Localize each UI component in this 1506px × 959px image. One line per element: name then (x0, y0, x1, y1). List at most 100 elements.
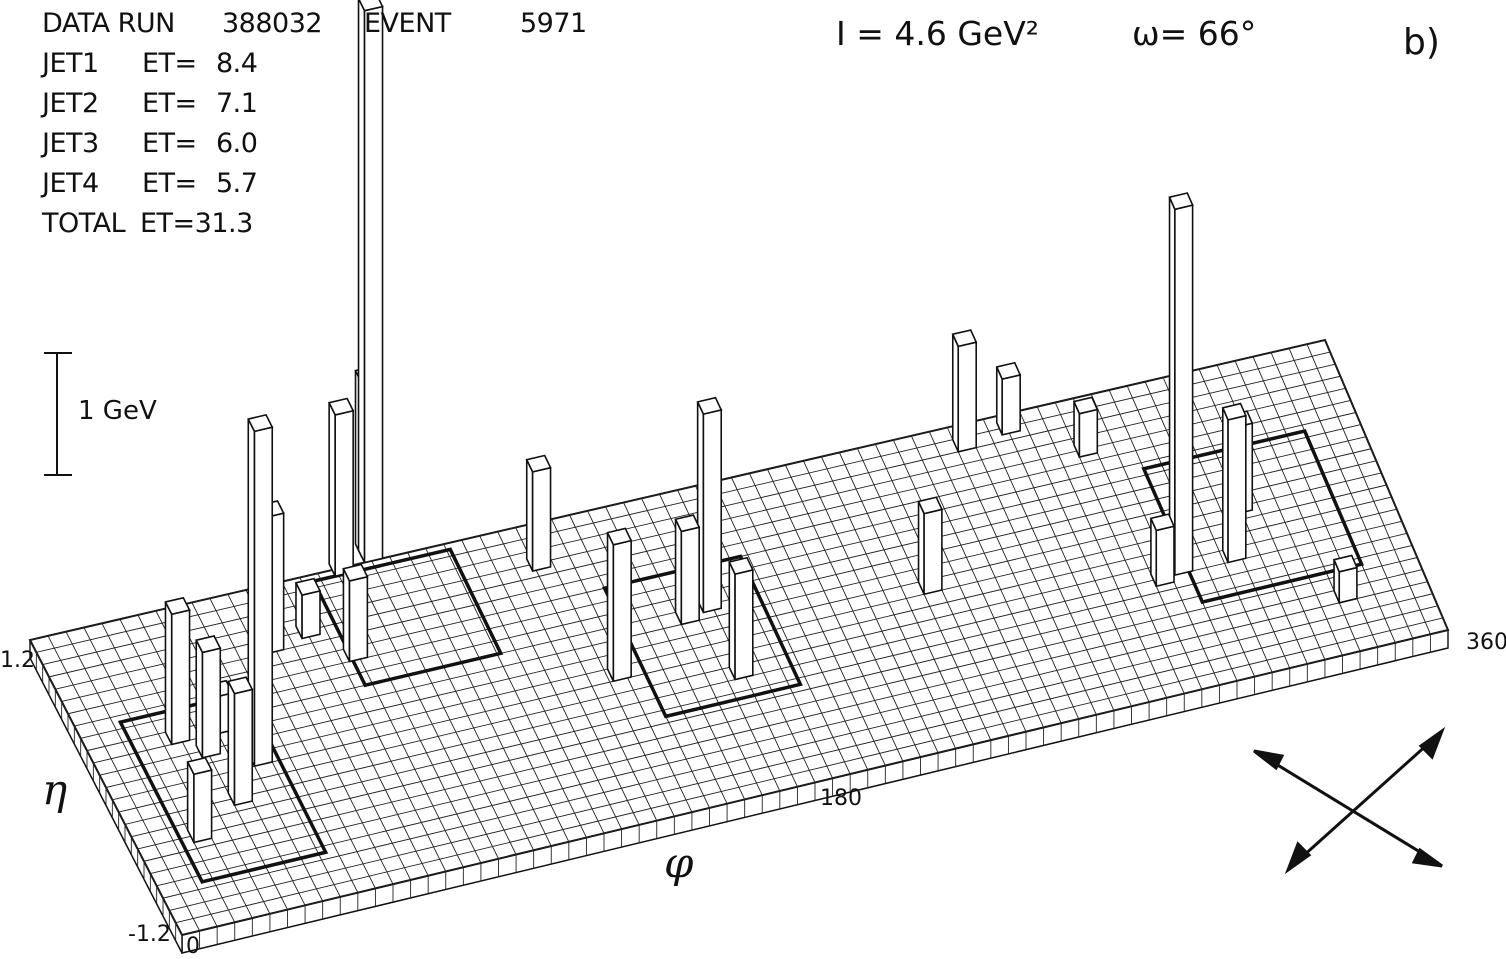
tower-front-face (1338, 566, 1358, 604)
tower-top-face (1072, 396, 1099, 415)
tower-top-face (995, 361, 1022, 380)
scale-bar-cap (44, 474, 72, 476)
tower-top-face (951, 329, 978, 348)
tower-bar (1168, 192, 1194, 577)
omega-label: ω= 66° (1132, 14, 1257, 53)
tower-front-face (334, 409, 354, 578)
tower-bar (951, 329, 978, 453)
tower-front-face (193, 769, 213, 844)
phi-max-label: 360 (1466, 630, 1506, 655)
run-label: DATA RUN (42, 8, 175, 39)
scale-bar-cap (44, 352, 72, 354)
jet-name: JET4 (42, 168, 99, 199)
total-row: TOTAL ET=31.3 (42, 204, 253, 244)
tower-front-face (1174, 204, 1194, 577)
tower-front-face (923, 508, 943, 596)
tower-front-face (957, 341, 977, 453)
jet-cone-outline (1141, 429, 1365, 605)
tower-top-face (606, 527, 633, 546)
tower-front-face (702, 408, 723, 614)
tower-top-face (164, 596, 191, 616)
jet-et-value: 8.4 (216, 48, 258, 79)
phi-min-label: 0 (186, 934, 200, 959)
jet-name: JET1 (42, 48, 99, 79)
tower-bar (1072, 396, 1099, 459)
tower-bar (1332, 554, 1359, 604)
tower-front-face (348, 575, 369, 663)
jet-row: JET2 ET= 7.1 (42, 84, 258, 124)
q2-label: I = 4.6 GeV² (836, 14, 1040, 53)
tower-front-face (301, 589, 321, 640)
jet-et-label: ET= (142, 88, 197, 119)
tower-bar (917, 496, 944, 596)
run-row: DATA RUN 388032 EVENT 5971 (42, 4, 587, 44)
tower-top-face (1221, 402, 1247, 421)
jet-et-value: 5.7 (216, 168, 258, 199)
tower-bar (674, 514, 701, 626)
grid-line-eta (181, 629, 1449, 936)
eta-max-label: 1.2 (0, 648, 35, 673)
tower-top-face (195, 635, 222, 654)
tower-bar (186, 756, 213, 844)
tower-left-face (606, 532, 615, 682)
tower-front-face (170, 609, 191, 746)
tower-bar (995, 361, 1022, 436)
grid-line-eta (169, 605, 1438, 911)
tower-front-face (680, 526, 700, 626)
jet-name: JET3 (42, 128, 99, 159)
tower-top-face (1168, 192, 1194, 211)
jet-cone-outline (311, 547, 504, 688)
jet-et-label: ET= (142, 128, 197, 159)
tower-front-face (1155, 525, 1175, 588)
scale-bar-line (56, 352, 58, 476)
tower-bar (342, 563, 369, 663)
tower-left-face (164, 601, 173, 745)
grid-line-eta (156, 581, 1428, 887)
phi-axis-symbol: φ (664, 838, 694, 887)
jet-name: JET2 (42, 88, 99, 119)
jet-et-label: ET= (142, 168, 197, 199)
tower-bar (327, 397, 355, 578)
jet-row: JET4 ET= 5.7 (42, 164, 258, 204)
tower-marks (164, 0, 1359, 844)
jet-row: JET3 ET= 6.0 (42, 124, 258, 164)
grid-line-eta (150, 569, 1423, 874)
tower-top-face (186, 756, 213, 776)
tower-top-face (696, 396, 723, 416)
tower-bar (525, 454, 552, 573)
total-name: TOTAL (42, 208, 126, 239)
total-et: ET=31.3 (140, 208, 253, 239)
tower-left-face (951, 333, 960, 453)
tower-bar (606, 527, 633, 683)
tower-top-face (1149, 513, 1176, 532)
grid-line-eta (29, 339, 1326, 641)
tower-left-face (728, 561, 736, 680)
eta-min-label: -1.2 (128, 922, 171, 947)
tower-left-face (674, 518, 683, 625)
tower-left-face (917, 501, 925, 595)
tower-front-face (201, 647, 222, 759)
tower-left-face (328, 402, 336, 577)
tower-front-face (734, 568, 754, 681)
tower-bar (728, 556, 754, 681)
tower-front-face (1078, 408, 1099, 459)
grid-line-eta (143, 557, 1418, 862)
tower-bar (227, 676, 254, 807)
run-number: 388032 (222, 8, 323, 39)
tower-left-face (357, 0, 366, 563)
tower-top-face (294, 577, 322, 596)
tower-front-face (531, 466, 552, 573)
phi-mid-label: 180 (820, 786, 862, 811)
tower-left-face (227, 681, 236, 806)
tower-bar (164, 596, 191, 746)
panel-label: b) (1403, 22, 1440, 63)
tower-top-face (247, 413, 274, 433)
jet-et-value: 7.1 (216, 88, 258, 119)
eta-axis-symbol: η (42, 765, 68, 814)
tower-left-face (342, 568, 351, 662)
jet-row: JET1 ET= 8.4 (42, 44, 258, 84)
grid-line-eta (162, 593, 1433, 899)
tower-top-face (525, 454, 552, 473)
tower-left-face (525, 459, 534, 572)
